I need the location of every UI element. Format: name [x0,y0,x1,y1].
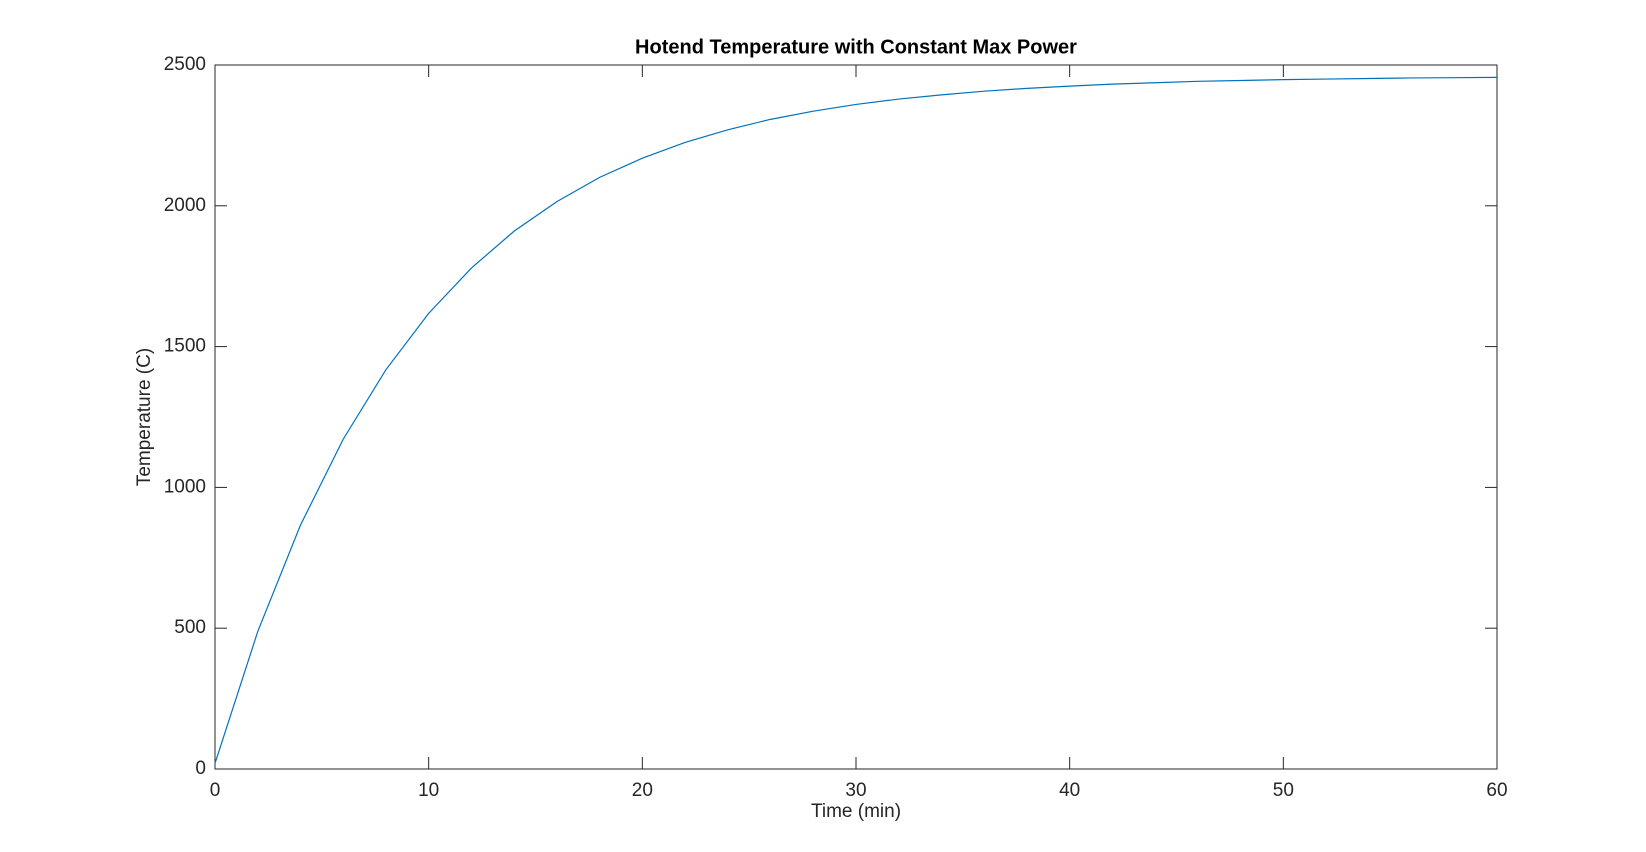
y-tick-label: 2000 [164,195,206,216]
y-tick-label: 0 [195,758,206,779]
y-tick-label: 2500 [164,54,206,75]
chart-title: Hotend Temperature with Constant Max Pow… [635,36,1077,58]
x-tick-label: 10 [418,780,439,801]
line-series [214,76,1498,764]
x-tick-label: 50 [1273,780,1294,801]
x-tick-label: 20 [632,780,653,801]
x-tick-label: 0 [210,780,221,801]
x-tick-label: 30 [845,780,866,801]
x-tick-label: 40 [1059,780,1080,801]
y-tick-label: 500 [174,617,206,638]
y-tick-label: 1000 [164,476,206,497]
y-tick-label: 1500 [164,336,206,357]
y-axis-label: Temperature (C) [134,348,155,486]
x-tick-label: 60 [1486,780,1507,801]
x-axis-label: Time (min) [811,801,901,822]
